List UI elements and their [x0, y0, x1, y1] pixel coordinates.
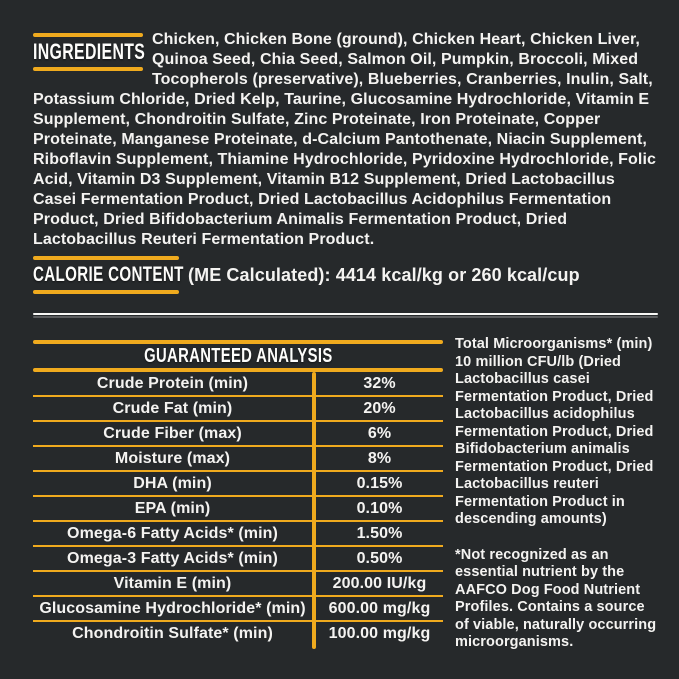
table-row: EPA (min) 0.10% — [33, 497, 443, 522]
table-row: Crude Fiber (max) 6% — [33, 422, 443, 447]
row-label: Crude Protein (min) — [96, 374, 249, 392]
table-row: Chondroitin Sulfate* (min) 100.00 mg/kg — [33, 622, 443, 645]
calorie-content-text: (ME Calculated): 4414 kcal/kg or 260 kca… — [188, 264, 580, 285]
analysis-area: GUARANTEED ANALYSIS Crude Protein (min) … — [33, 336, 659, 652]
row-value: 20% — [363, 399, 396, 417]
table-row: Crude Protein (min) 32% — [33, 372, 443, 397]
row-label: Omega-6 Fatty Acids* (min) — [67, 524, 278, 542]
footnotes: Total Microorganisms* (min) 10 million C… — [455, 336, 659, 652]
row-value: 8% — [367, 449, 392, 467]
table-border-top — [33, 340, 443, 344]
heading-rule-bottom — [33, 67, 143, 71]
table-title-label: GUARANTEED ANALYSIS — [143, 345, 333, 367]
table-row: Vitamin E (min) 200.00 IU/kg — [33, 572, 443, 597]
row-value: 0.15% — [356, 474, 403, 492]
row-label: Crude Fat (min) — [112, 399, 233, 417]
calorie-section: CALORIE CONTENT (ME Calculated): 4414 kc… — [33, 256, 659, 294]
row-value: 1.50% — [356, 524, 403, 542]
row-label: Chondroitin Sulfate* (min) — [72, 624, 273, 642]
row-value: 0.10% — [356, 499, 403, 517]
row-value: 600.00 mg/kg — [328, 599, 431, 617]
heading-rule-top — [33, 33, 143, 37]
row-label: Crude Fiber (max) — [103, 424, 242, 442]
table-row: Glucosamine Hydrochloride* (min) 600.00 … — [33, 597, 443, 622]
calorie-heading: CALORIE CONTENT — [33, 256, 184, 294]
table-row: Crude Fat (min) 20% — [33, 397, 443, 422]
guaranteed-analysis-table: GUARANTEED ANALYSIS Crude Protein (min) … — [33, 340, 443, 649]
ingredients-heading-label: INGREDIENTS — [33, 39, 146, 64]
row-value: 100.00 mg/kg — [328, 624, 431, 642]
row-value: 0.50% — [356, 549, 403, 567]
divider-rule — [33, 313, 658, 315]
table-row: Omega-3 Fatty Acids* (min) 0.50% — [33, 547, 443, 572]
row-label: DHA (min) — [133, 474, 212, 492]
ingredients-text: Chicken, Chicken Bone (ground), Chicken … — [33, 31, 657, 248]
row-label: Glucosamine Hydrochloride* (min) — [39, 599, 306, 617]
row-label: Moisture (max) — [114, 449, 231, 467]
table-title: GUARANTEED ANALYSIS — [33, 344, 443, 368]
table-row: Moisture (max) 8% — [33, 447, 443, 472]
heading-rule-top — [33, 256, 179, 260]
aafco-note: *Not recognized as an essential nutrient… — [455, 546, 657, 651]
calorie-heading-label: CALORIE CONTENT — [33, 263, 184, 286]
row-value: 6% — [367, 424, 392, 442]
row-label: Omega-3 Fatty Acids* (min) — [67, 549, 278, 567]
row-value: 32% — [363, 374, 396, 392]
heading-rule-bottom — [33, 290, 179, 294]
ingredients-section: INGREDIENTS Chicken, Chicken Bone (groun… — [33, 30, 659, 250]
row-value: 200.00 IU/kg — [332, 574, 427, 592]
table-row: Omega-6 Fatty Acids* (min) 1.50% — [33, 522, 443, 547]
table-title-underline — [33, 368, 443, 372]
ingredients-heading: INGREDIENTS — [33, 33, 146, 71]
row-label: EPA (min) — [134, 499, 211, 517]
row-label: Vitamin E (min) — [113, 574, 232, 592]
microorganisms-note: Total Microorganisms* (min) 10 million C… — [455, 336, 654, 527]
table-row: DHA (min) 0.15% — [33, 472, 443, 497]
guaranteed-analysis-rows: Crude Protein (min) 32% Crude Fat (min) … — [33, 372, 443, 645]
table-column-divider — [312, 372, 316, 649]
